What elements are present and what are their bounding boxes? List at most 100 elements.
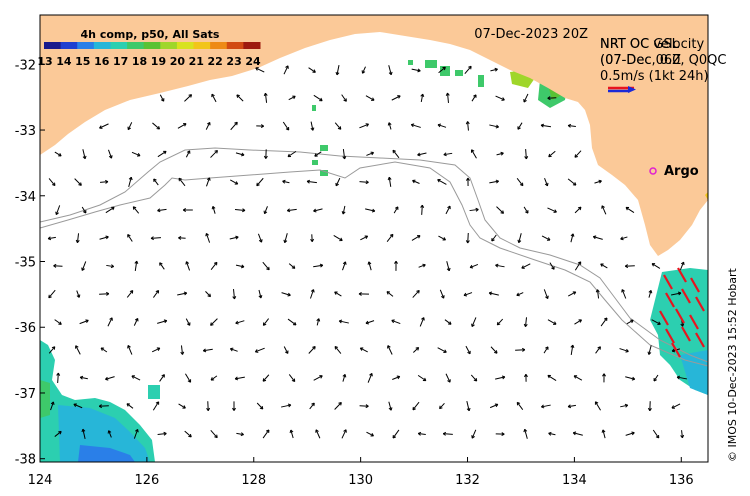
velocity-arrow [185, 373, 191, 383]
velocity-arrow [334, 346, 342, 354]
velocity-arrow-head [420, 93, 425, 98]
velocity-arrow-head [182, 208, 187, 212]
velocity-arrow [679, 261, 685, 271]
velocity-arrow-head [310, 238, 315, 243]
velocity-arrow [496, 152, 504, 156]
velocity-arrow-head [256, 182, 260, 187]
velocity-arrow-head [265, 429, 270, 433]
velocity-arrow-head [573, 375, 578, 379]
velocity-arrow-head [186, 150, 191, 154]
strong-current-arrow [659, 310, 669, 326]
velocity-arrow [518, 233, 522, 243]
velocity-arrow [205, 291, 211, 297]
velocity-arrow-head [160, 98, 165, 102]
velocity-arrow-head [516, 401, 521, 406]
velocity-arrow-head [234, 376, 239, 381]
velocity-arrow-head [471, 323, 475, 328]
velocity-arrow [470, 374, 478, 382]
velocity-arrow-head [671, 348, 676, 353]
velocity-arrow [255, 67, 265, 73]
map-date: 07-Dec-2023 20Z [474, 27, 588, 42]
velocity-arrow [342, 261, 346, 271]
velocity-arrow [180, 345, 184, 355]
velocity-arrow [81, 261, 87, 271]
velocity-arrow [365, 95, 375, 101]
velocity-arrow-head [370, 433, 374, 437]
velocity-arrow [108, 149, 112, 159]
velocity-arrow [235, 320, 245, 324]
velocity-arrow [108, 430, 112, 438]
velocity-arrow [411, 235, 421, 241]
velocity-arrow [262, 261, 270, 271]
velocity-arrow [388, 65, 392, 75]
velocity-arrow-head [291, 265, 296, 269]
velocity-arrow [159, 374, 165, 382]
velocity-arrow-head [602, 373, 606, 377]
velocity-arrow [489, 124, 499, 128]
strong-current-arrow [689, 314, 699, 330]
velocity-arrow-head [422, 263, 426, 268]
velocity-arrow-head [365, 404, 369, 409]
velocity-arrow-head [501, 432, 505, 437]
velocity-arrow [74, 178, 82, 186]
velocity-arrow [516, 178, 524, 186]
colorbar-swatch [143, 42, 161, 49]
velocity-arrow [359, 181, 369, 183]
velocity-arrow [419, 317, 425, 327]
velocity-arrow-head [394, 260, 398, 264]
velocity-arrow-head [546, 237, 551, 241]
velocity-arrow [205, 233, 211, 243]
velocity-arrow-head [417, 68, 421, 73]
velocity-arrow [671, 292, 681, 296]
velocity-arrow [283, 65, 289, 75]
velocity-arrow [625, 207, 635, 213]
velocity-arrow [466, 401, 470, 411]
velocity-arrow [619, 348, 629, 352]
velocity-arrow [417, 152, 427, 156]
strong-current-arrows [659, 267, 705, 358]
velocity-arrow [547, 374, 557, 382]
velocity-arrow [316, 318, 320, 326]
velocity-arrow [574, 206, 582, 214]
velocity-arrow [133, 429, 139, 439]
velocity-arrow [439, 289, 445, 299]
velocity-arrow-head [315, 429, 319, 433]
velocity-arrow-head [473, 94, 477, 98]
velocity-arrow-head [437, 178, 441, 183]
velocity-arrow-head [134, 260, 139, 265]
velocity-arrow-head [491, 237, 495, 242]
velocity-arrow-head [343, 429, 347, 433]
velocity-arrow-head [445, 92, 450, 96]
velocity-arrow [177, 292, 187, 296]
velocity-arrow-head [448, 321, 452, 325]
argo-label: Argo [664, 164, 699, 179]
velocity-arrow-head [516, 292, 520, 297]
velocity-arrow-head [132, 206, 137, 210]
argo-float-marker [649, 167, 657, 175]
velocity-arrow-head [126, 403, 131, 407]
velocity-arrow-head [58, 321, 62, 325]
lon-tick-label: 132 [455, 473, 480, 488]
colorbar-tick-label: 23 [226, 55, 241, 68]
velocity-arrow [126, 403, 134, 409]
colorbar-swatch [243, 42, 261, 49]
velocity-arrow-head [469, 264, 474, 269]
velocity-arrow-head [631, 431, 635, 436]
velocity-arrow-head [210, 377, 215, 381]
velocity-arrow-head [99, 125, 103, 129]
velocity-arrow [99, 236, 109, 240]
velocity-arrow [210, 375, 218, 381]
velocity-arrow-head [496, 321, 501, 326]
velocity-arrow-head [287, 153, 292, 158]
velocity-arrow-head [417, 235, 421, 239]
velocity-arrow [152, 290, 160, 298]
velocity-arrow-head [213, 261, 218, 266]
velocity-arrow-head [521, 347, 526, 352]
velocity-arrow-head [156, 126, 161, 130]
lon-tick-label: 126 [134, 473, 159, 488]
velocity-arrow-head [232, 296, 237, 300]
lat-tick-label: -35 [15, 256, 36, 271]
velocity-arrow [264, 206, 268, 214]
velocity-arrow-head [242, 208, 246, 213]
velocity-arrow [283, 346, 289, 354]
